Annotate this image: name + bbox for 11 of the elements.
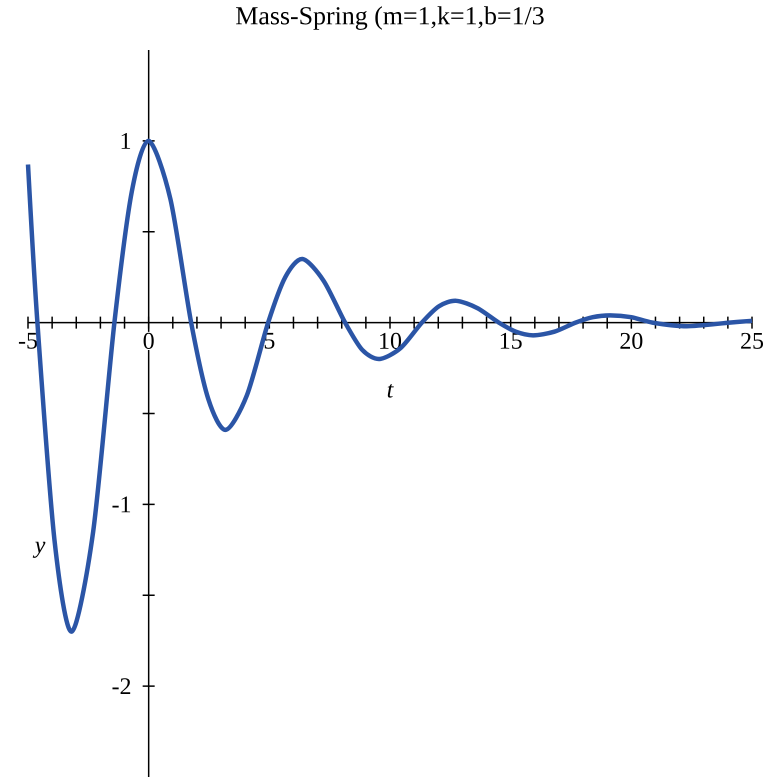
y-tick-label: -2	[112, 678, 130, 694]
x-axis-title: t	[388, 384, 394, 398]
x-tick-label: 25	[741, 332, 764, 349]
y-axis-title: y	[32, 542, 46, 558]
x-tick-label: 0	[144, 332, 154, 349]
chart-title: Mass-Spring (m=1,k=1,b=1/3	[236, 6, 544, 30]
x-tick-label: 10	[380, 332, 402, 349]
x-tick-label: 20	[620, 332, 642, 349]
y-tick-label: 1	[122, 132, 130, 149]
y-tick-label: -1	[112, 496, 130, 512]
x-tick-label: -5	[18, 332, 38, 349]
